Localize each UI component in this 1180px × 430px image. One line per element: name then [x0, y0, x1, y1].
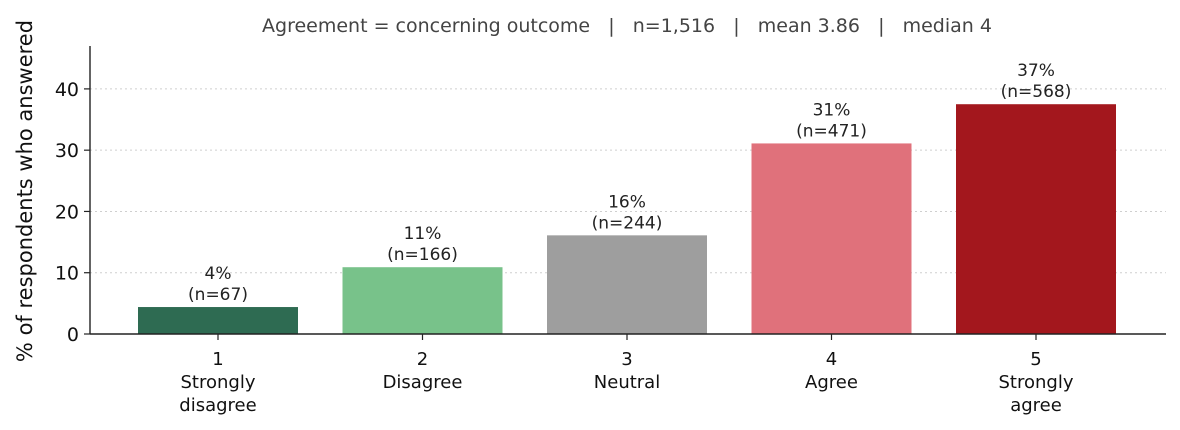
- y-tick-label: 30: [55, 140, 79, 162]
- data-label-count: (n=568): [1001, 82, 1072, 102]
- data-label-percent: 37%: [1017, 61, 1055, 81]
- x-tick-label: disagree: [179, 395, 256, 416]
- data-label-percent: 11%: [404, 224, 442, 244]
- axes: [89, 46, 1166, 335]
- y-tick-label: 40: [55, 79, 79, 101]
- data-labels: 4%(n=67) 11%(n=166) 16%(n=244) 31%(n=471) 37…: [188, 61, 1071, 305]
- x-tick-code: 2: [417, 349, 428, 370]
- data-label-count: (n=244): [592, 213, 663, 233]
- bar: [956, 104, 1116, 334]
- chart-title: Agreement = concerning outcome | n=1,516…: [262, 15, 992, 37]
- x-tick-code: 4: [826, 349, 837, 370]
- bar: [547, 235, 707, 334]
- x-tick-label: Disagree: [383, 372, 463, 393]
- x-ticks: 1Stronglydisagree2Disagree3Neutral4Agree…: [179, 334, 1074, 416]
- y-ticks: 0 10 20 30 40: [55, 79, 90, 346]
- data-label-percent: 4%: [205, 264, 232, 284]
- data-label-count: (n=67): [188, 285, 248, 305]
- bar: [342, 267, 503, 334]
- x-tick-label: agree: [1010, 395, 1062, 416]
- x-tick-code: 1: [212, 349, 223, 370]
- data-label-percent: 31%: [813, 100, 851, 120]
- data-label-count: (n=471): [796, 121, 867, 141]
- y-tick-label: 0: [67, 324, 79, 346]
- x-tick-label: Strongly: [999, 372, 1074, 393]
- y-tick-label: 20: [55, 201, 79, 223]
- data-label-count: (n=166): [387, 245, 458, 265]
- bars: [138, 104, 1116, 334]
- x-tick-code: 5: [1030, 349, 1041, 370]
- y-axis-label: % of respondents who answered: [13, 20, 37, 362]
- y-tick-label: 10: [55, 263, 79, 285]
- x-tick-code: 3: [621, 349, 632, 370]
- x-tick-label: Agree: [805, 372, 858, 393]
- bar: [138, 307, 298, 334]
- bar: [751, 143, 912, 334]
- x-tick-label: Strongly: [181, 372, 256, 393]
- x-tick-label: Neutral: [594, 372, 660, 393]
- data-label-percent: 16%: [608, 192, 646, 212]
